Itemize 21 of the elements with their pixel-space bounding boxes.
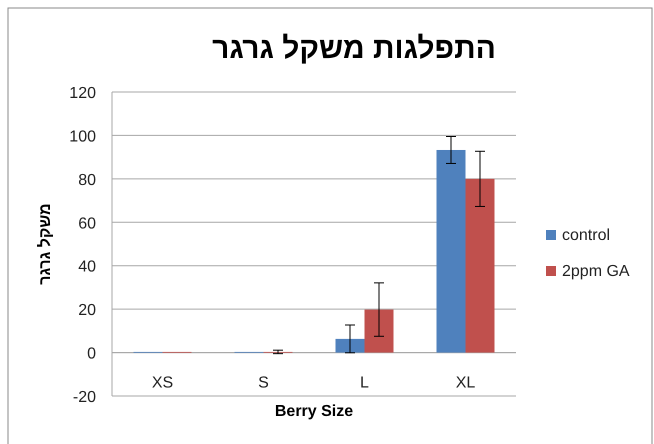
legend-label: control xyxy=(562,227,610,244)
y-tick-label: 100 xyxy=(69,128,96,146)
bar xyxy=(436,150,466,353)
legend-label: 2ppm GA xyxy=(562,263,630,280)
bar xyxy=(364,310,394,353)
y-tick-label: 120 xyxy=(69,85,96,102)
x-tick-label: S xyxy=(258,374,269,392)
x-tick-label: L xyxy=(360,374,370,392)
y-tick-label: 60 xyxy=(78,215,96,232)
y-tick-label: -20 xyxy=(72,389,96,406)
y-tick-label: 80 xyxy=(78,172,96,189)
chart-title: התפלגות משקל גרגר xyxy=(212,32,496,65)
y-axis-title: משקל גרגר xyxy=(36,203,54,285)
x-tick-label: XS xyxy=(152,374,174,392)
x-axis-title: Berry Size xyxy=(274,403,354,420)
x-tick-label: XL xyxy=(456,374,476,392)
y-tick-label: 40 xyxy=(78,258,96,276)
y-tick-label: 20 xyxy=(78,302,96,320)
bar xyxy=(336,338,364,353)
y-tick-label: 0 xyxy=(87,346,96,363)
bar xyxy=(466,178,494,353)
